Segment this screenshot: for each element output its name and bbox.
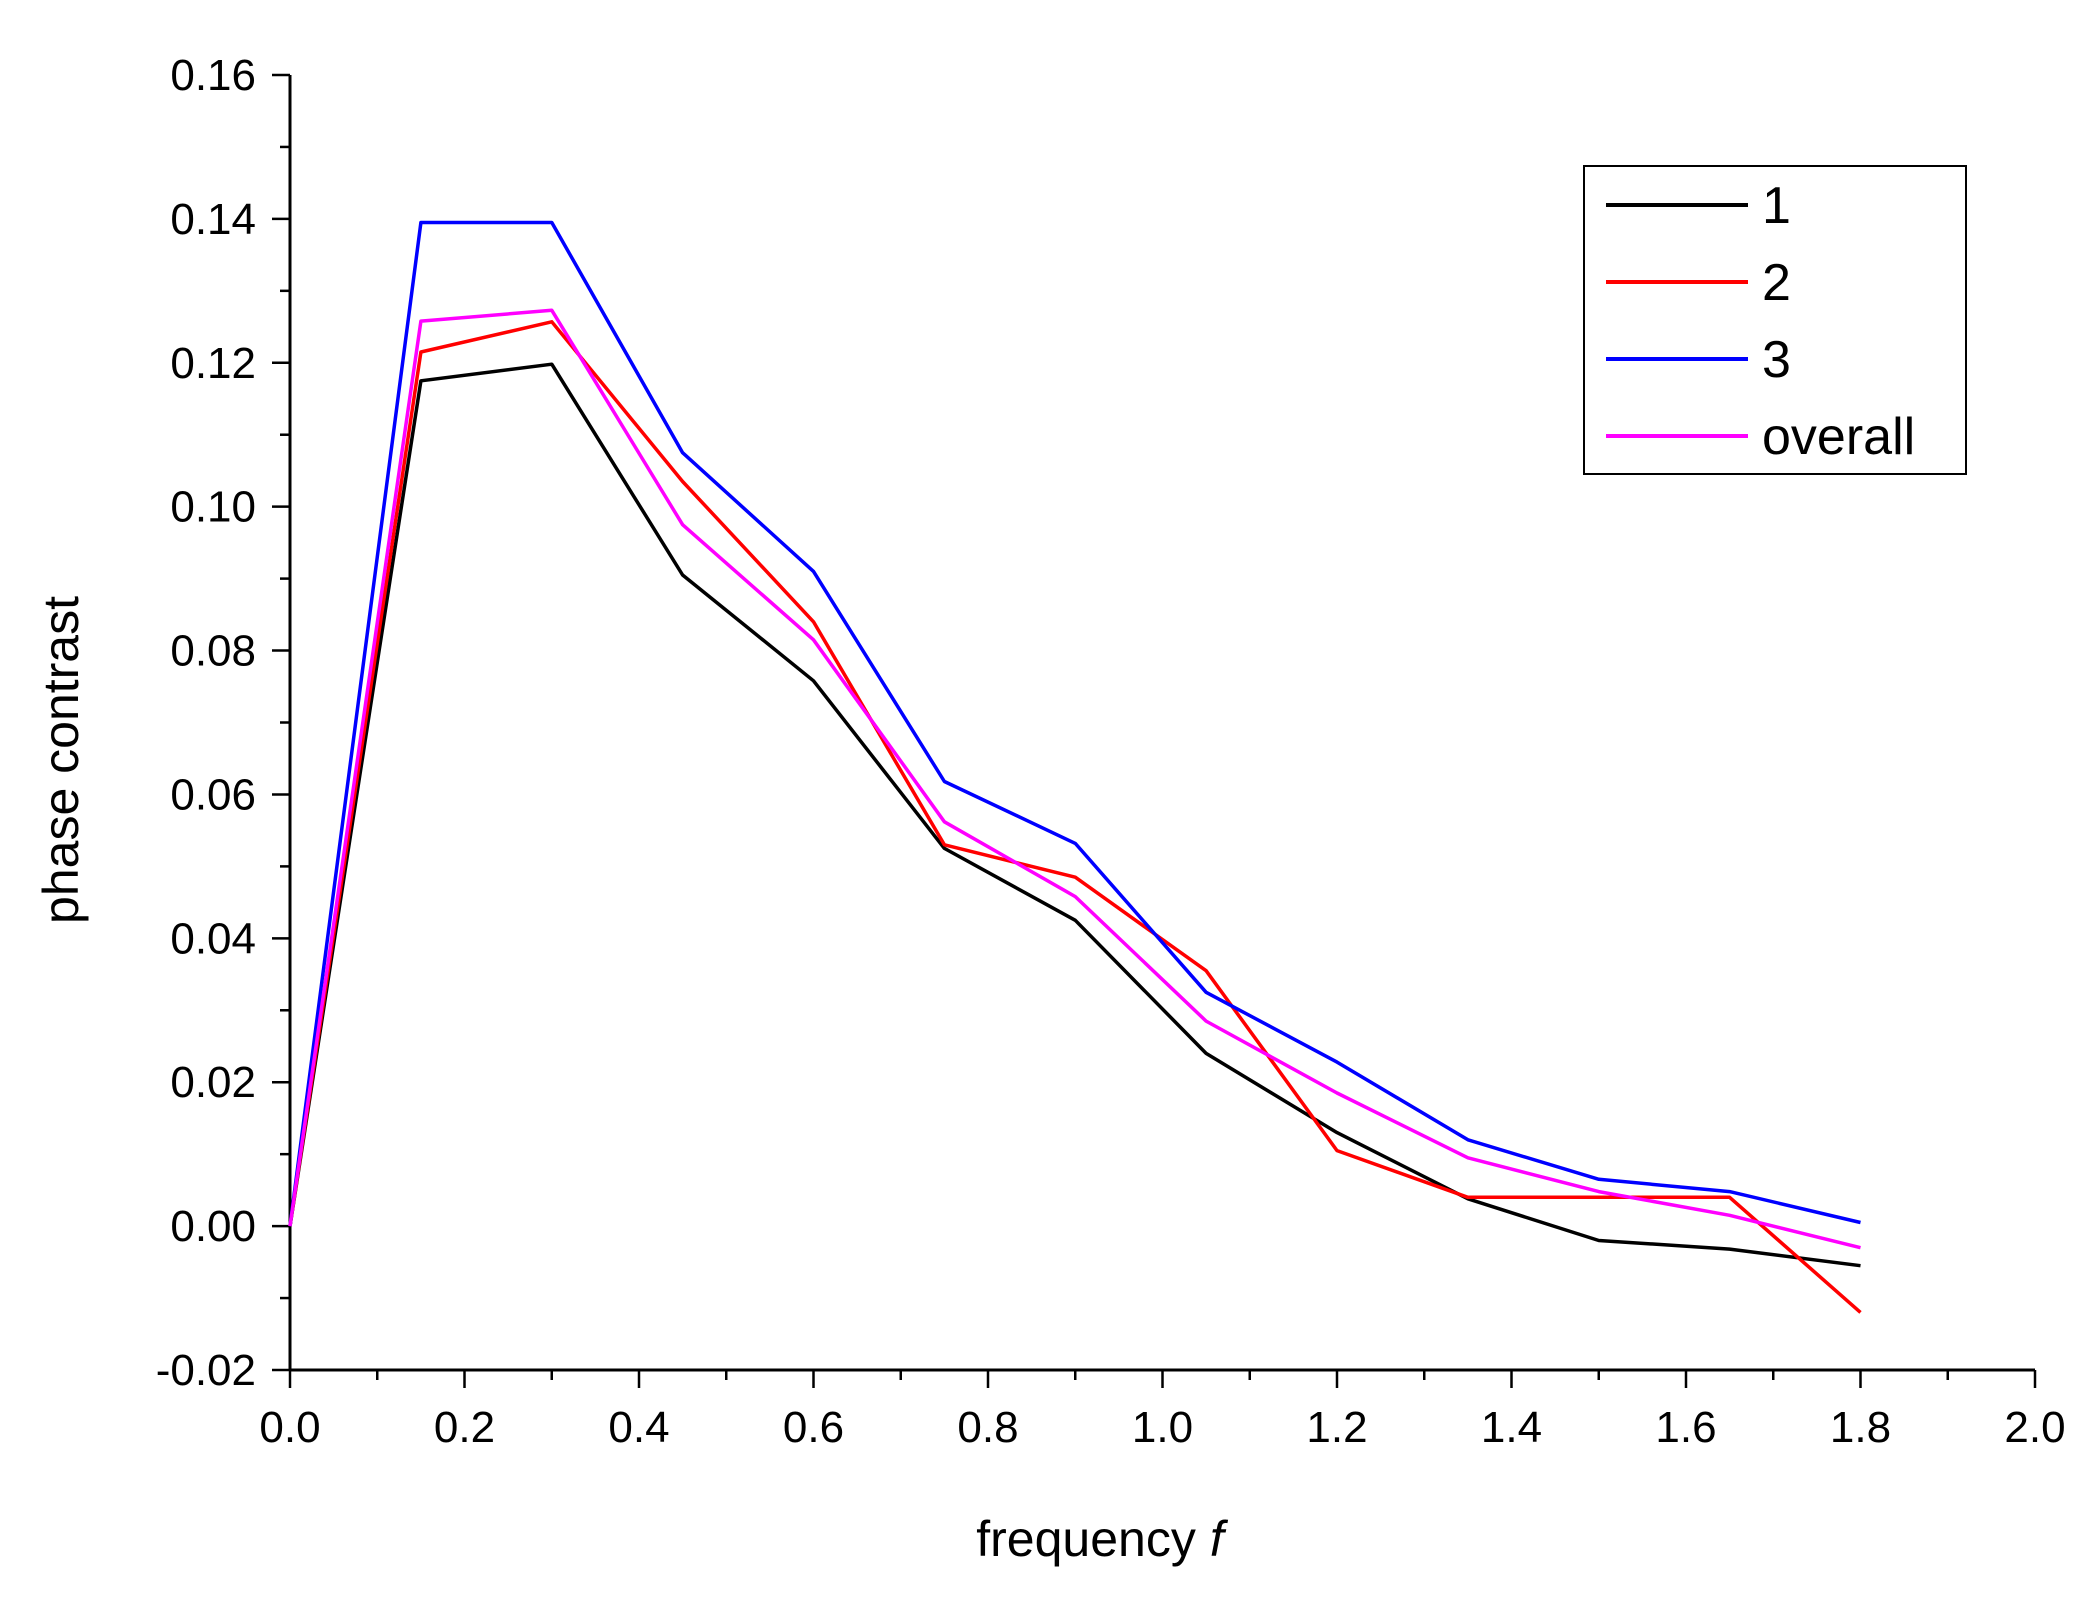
x-tick-label: 2.0 — [2004, 1403, 2065, 1452]
x-axis-title-text: frequency — [976, 1511, 1196, 1567]
x-tick-label: 0.0 — [259, 1403, 320, 1452]
x-tick-label: 0.2 — [434, 1403, 495, 1452]
legend-label-overall: overall — [1762, 408, 1915, 466]
legend-label-3: 3 — [1762, 331, 1791, 389]
x-tick-label: 0.4 — [608, 1403, 669, 1452]
series-line-1 — [288, 362, 1861, 1268]
x-tick-label: 0.8 — [957, 1403, 1018, 1452]
x-tick-label: 1.0 — [1132, 1403, 1193, 1452]
y-tick-label: 0.06 — [170, 770, 256, 819]
y-tick-label: 0.16 — [170, 51, 256, 100]
series-line-3 — [288, 220, 1861, 1227]
y-tick-label: 0.12 — [170, 339, 256, 388]
series-line-2 — [288, 320, 1862, 1314]
x-tick-label: 0.6 — [783, 1403, 844, 1452]
series-line-overall — [288, 308, 1861, 1250]
legend-label-1: 1 — [1762, 177, 1791, 235]
x-axis-title-variable: f — [1210, 1511, 1229, 1567]
y-axis-title: phase contrast — [33, 596, 89, 924]
series-lines — [288, 220, 1862, 1314]
y-tick-label: -0.02 — [156, 1346, 256, 1395]
axes: 0.0 0.2 0.4 0.6 0.8 1.0 1.2 1.4 1.6 1.8 2.0 -0.02 0.… — [156, 51, 2066, 1452]
y-tick-label: 0.10 — [170, 483, 256, 532]
x-axis-title: frequency f — [976, 1511, 1229, 1567]
y-tick-label: 0.14 — [170, 195, 256, 244]
legend: 1 2 3 overall — [1583, 165, 1967, 475]
y-tick-label: 0.08 — [170, 627, 256, 676]
y-tick-label: 0.02 — [170, 1058, 256, 1107]
y-tick-label: 0.00 — [170, 1202, 256, 1251]
x-tick-label: 1.2 — [1306, 1403, 1367, 1452]
x-tick-label: 1.6 — [1655, 1403, 1716, 1452]
legend-label-2: 2 — [1762, 254, 1791, 312]
y-tick-label: 0.04 — [170, 914, 256, 963]
x-tick-label: 1.4 — [1481, 1403, 1542, 1452]
x-tick-label: 1.8 — [1830, 1403, 1891, 1452]
legend-box — [1583, 165, 1967, 475]
